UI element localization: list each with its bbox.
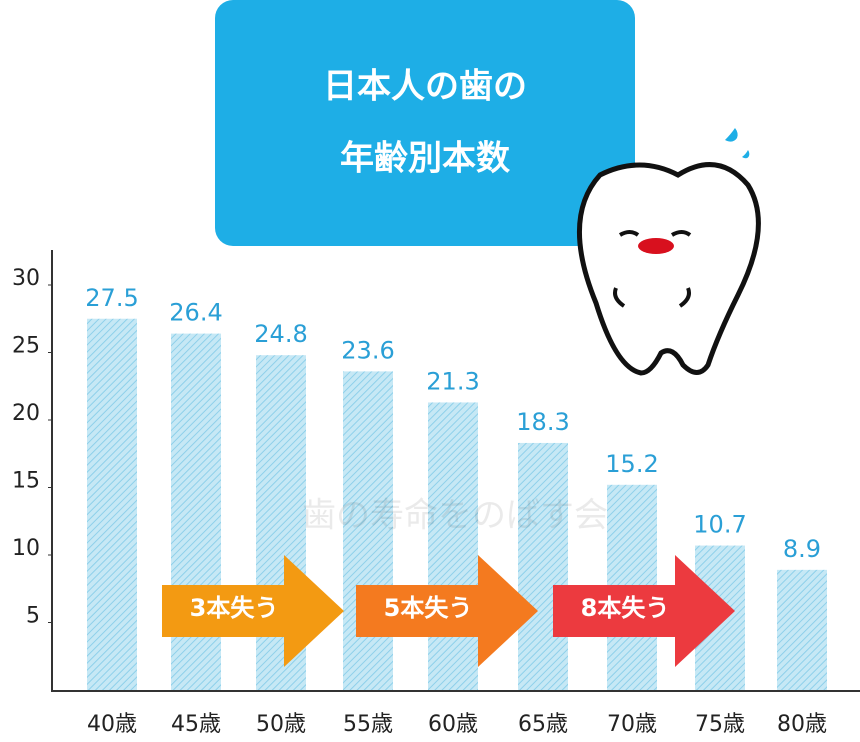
value-label: 8.9 — [783, 535, 821, 563]
value-label: 27.5 — [85, 284, 138, 312]
chart-title: 日本人の歯の — [323, 67, 527, 107]
value-label: 26.4 — [169, 299, 222, 327]
y-tick-label: 15 — [12, 469, 40, 494]
watermark: 歯の寿命をのばす会 — [302, 496, 608, 536]
title-box — [215, 0, 635, 246]
arrow — [553, 555, 735, 667]
y-tick-label: 20 — [12, 401, 40, 426]
value-label: 18.3 — [516, 408, 569, 436]
chart-title: 年齢別本数 — [340, 139, 510, 179]
arrow-label: 8本失う — [581, 594, 670, 622]
x-tick-label: 40歳 — [87, 712, 137, 737]
y-tick-label: 10 — [12, 536, 40, 561]
y-tick-label: 5 — [26, 604, 40, 629]
y-tick-label: 25 — [12, 334, 40, 359]
tooth-illustration — [576, 120, 761, 376]
arrow-label: 3本失う — [190, 594, 279, 622]
value-label: 23.6 — [341, 336, 394, 364]
arrow — [356, 555, 538, 667]
y-tick-label: 30 — [12, 266, 40, 291]
bar — [87, 318, 137, 690]
value-label: 21.3 — [426, 367, 479, 395]
bar — [428, 402, 478, 690]
x-tick-label: 75歳 — [695, 712, 745, 737]
x-tick-label: 45歳 — [171, 712, 221, 737]
bar — [518, 442, 568, 690]
x-tick-label: 70歳 — [607, 712, 657, 737]
value-label: 24.8 — [254, 320, 307, 348]
value-label: 10.7 — [693, 511, 746, 539]
value-label: 15.2 — [605, 450, 658, 478]
x-tick-label: 60歳 — [428, 712, 478, 737]
bar — [777, 569, 827, 690]
arrow — [162, 555, 344, 667]
arrow-label: 5本失う — [384, 594, 473, 622]
x-tick-label: 65歳 — [518, 712, 568, 737]
x-tick-label: 50歳 — [256, 712, 306, 737]
x-tick-label: 55歳 — [343, 712, 393, 737]
x-tick-label: 80歳 — [777, 712, 827, 737]
